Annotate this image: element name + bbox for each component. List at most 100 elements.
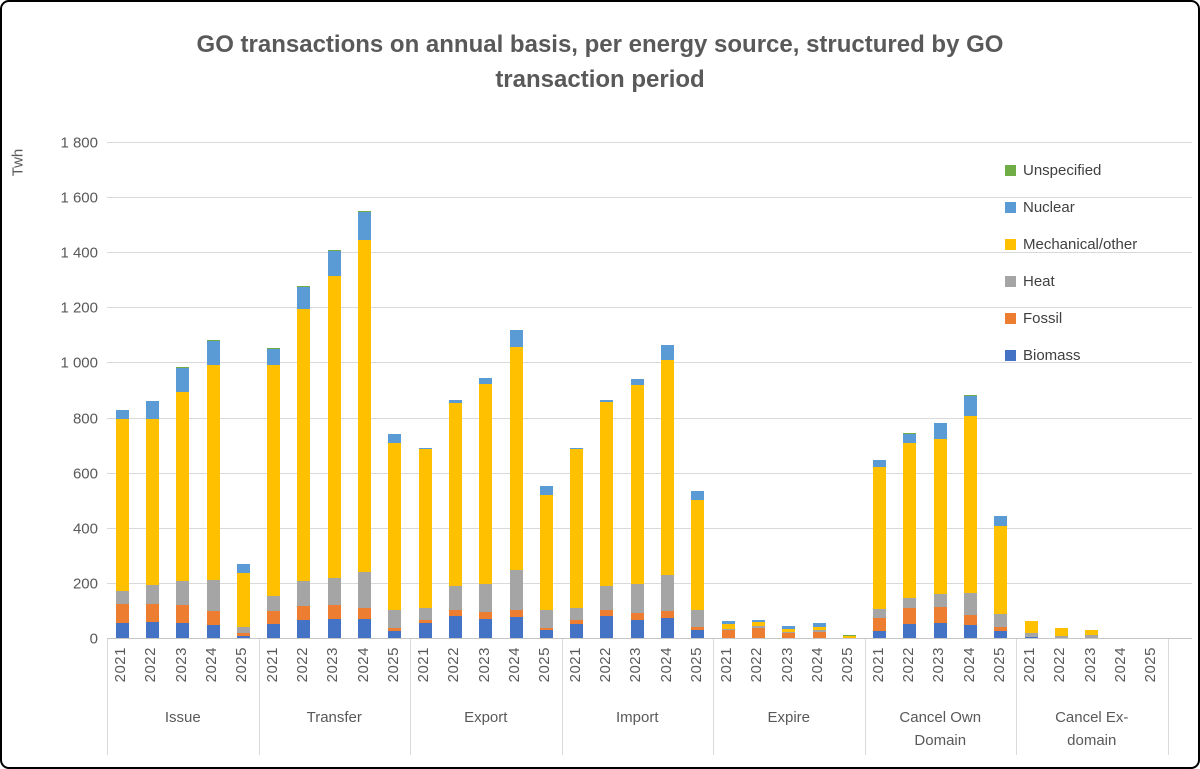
- x-year-label: 2025: [536, 647, 554, 683]
- x-year-label: 2023: [778, 647, 796, 683]
- bar-segment-mechanical-other: [115, 419, 129, 591]
- bar-segment-fossil: [479, 612, 493, 619]
- bar-segment-nuclear: [812, 623, 826, 628]
- x-year-label: 2025: [990, 647, 1008, 683]
- bar-segment-nuclear: [418, 447, 432, 449]
- x-group-label: Import: [615, 709, 659, 726]
- bar-segment-heat: [539, 609, 553, 628]
- bar-segment-biomass: [964, 624, 978, 639]
- bar-segment-biomass: [903, 624, 917, 639]
- x-year-label: 2025: [839, 647, 857, 683]
- bar-segment-unspecified: [358, 211, 372, 213]
- bar-segment-mechanical-other: [933, 438, 947, 594]
- x-year-label: 2023: [475, 647, 493, 683]
- bar-segment-heat: [448, 586, 462, 611]
- x-year-label: 2022: [293, 647, 311, 683]
- x-year-label: 2022: [596, 647, 614, 683]
- legend-label: Biomass: [1023, 347, 1081, 364]
- bar-segment-nuclear: [509, 330, 523, 348]
- gridline: [107, 472, 1192, 474]
- bar-segment-nuclear: [236, 563, 250, 574]
- x-year-label: 2024: [203, 647, 221, 683]
- bar-segment-mechanical-other: [327, 275, 341, 578]
- bar-segment-nuclear: [721, 620, 735, 624]
- legend-swatch: [1005, 202, 1016, 213]
- bar-segment-biomass: [236, 635, 250, 639]
- x-year-label: 2021: [566, 647, 584, 683]
- bar-segment-fossil: [873, 617, 887, 632]
- bar-segment-mechanical-other: [1085, 630, 1099, 636]
- legend-label: Fossil: [1023, 310, 1063, 327]
- bar-segment-mechanical-other: [721, 623, 735, 629]
- legend-label: Unspecified: [1023, 162, 1102, 179]
- bar-segment-nuclear: [994, 516, 1008, 527]
- bar-segment-heat: [903, 597, 917, 608]
- x-year-label: 2021: [415, 647, 433, 683]
- bar-segment-mechanical-other: [661, 359, 675, 576]
- bar-segment-nuclear: [782, 626, 796, 630]
- bar-segment-heat: [691, 609, 705, 627]
- bar-segment-mechanical-other: [358, 239, 372, 573]
- x-year-label: 2022: [748, 647, 766, 683]
- bar-segment-nuclear: [570, 447, 584, 449]
- gridline: [107, 527, 1192, 529]
- bar-segment-fossil: [691, 626, 705, 630]
- bar-segment-fossil: [994, 626, 1008, 632]
- bar-segment-heat: [358, 572, 372, 609]
- bar-segment-mechanical-other: [1054, 628, 1068, 636]
- y-tick-label: 200: [72, 575, 98, 593]
- y-tick-label: 0: [89, 630, 98, 648]
- bar-segment-mechanical-other: [1024, 620, 1038, 633]
- x-group-label: Issue: [164, 709, 201, 726]
- bar-segment-mechanical-other: [448, 402, 462, 587]
- bar-segment-mechanical-other: [751, 622, 765, 627]
- bar-segment-nuclear: [145, 401, 159, 420]
- group-separator: [713, 639, 714, 755]
- bar-segment-mechanical-other: [236, 573, 250, 628]
- legend-swatch: [1005, 276, 1016, 287]
- bar-segment-nuclear: [933, 423, 947, 439]
- group-separator: [258, 639, 260, 755]
- bar-segment-mechanical-other: [297, 308, 311, 581]
- x-year-label: 2024: [657, 647, 675, 683]
- bar-segment-heat: [933, 593, 947, 607]
- bar-segment-biomass: [145, 621, 159, 639]
- bar-segment-biomass: [933, 622, 947, 639]
- legend-item-heat: Heat: [1005, 263, 1137, 300]
- y-tick-label: 1 800: [60, 134, 98, 152]
- gridline: [107, 362, 1192, 364]
- bar-segment-mechanical-other: [509, 347, 523, 571]
- legend-label: Mechanical/other: [1023, 236, 1138, 253]
- bar-segment-fossil: [358, 608, 372, 620]
- bar-segment-fossil: [509, 609, 523, 618]
- bar-segment-heat: [1085, 635, 1099, 638]
- x-year-label: 2021: [718, 647, 736, 683]
- y-tick-label: 600: [72, 465, 98, 483]
- bar-segment-heat: [267, 595, 281, 612]
- bar-segment-fossil: [570, 620, 584, 624]
- bar-segment-heat: [812, 630, 826, 632]
- bar-segment-mechanical-other: [418, 448, 432, 608]
- x-year-label: 2023: [930, 647, 948, 683]
- bar-segment-heat: [479, 583, 493, 613]
- bar-segment-biomass: [691, 629, 705, 639]
- bar-segment-heat: [176, 581, 190, 606]
- x-group-label: Expire: [767, 709, 811, 726]
- legend-item-unspecified: Unspecified: [1005, 152, 1137, 189]
- bar-segment-nuclear: [600, 400, 614, 402]
- bars-layer: [107, 143, 1168, 639]
- group-separator: [107, 639, 108, 755]
- x-year-label: 2025: [233, 647, 251, 683]
- bar-segment-mechanical-other: [388, 443, 402, 611]
- bar-segment-fossil: [145, 603, 159, 622]
- bar-segment-mechanical-other: [145, 419, 159, 585]
- gridline: [107, 252, 1192, 254]
- x-year-label: 2021: [1021, 647, 1039, 683]
- bar-segment-nuclear: [903, 434, 917, 443]
- bar-segment-fossil: [327, 604, 341, 620]
- bar-segment-heat: [115, 590, 129, 605]
- x-year-label: 2021: [263, 647, 281, 683]
- bar-segment-fossil: [751, 627, 765, 639]
- bar-segment-heat: [751, 626, 765, 628]
- bar-segment-nuclear: [358, 212, 372, 240]
